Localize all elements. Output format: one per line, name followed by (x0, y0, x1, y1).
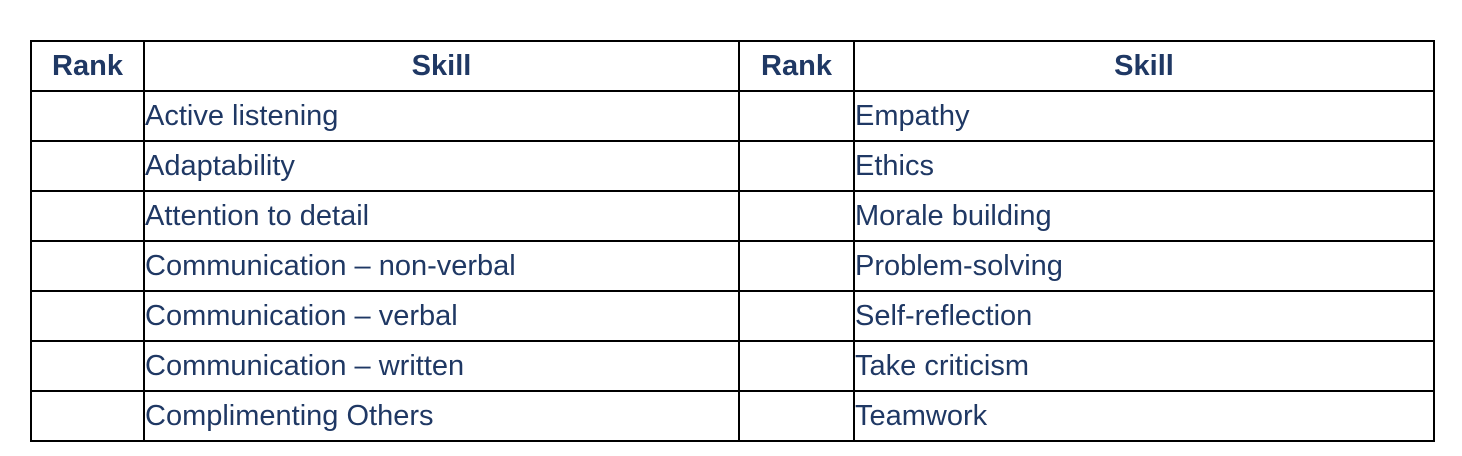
rank-input-cell[interactable] (738, 390, 855, 442)
rank-input-cell[interactable] (738, 190, 855, 242)
table-row: Communication – written Take criticism (30, 340, 1435, 392)
rank-input-cell[interactable] (30, 240, 145, 292)
skill-column-header-left: Skill (143, 40, 740, 92)
skill-column-header-right: Skill (853, 40, 1435, 92)
skill-cell: Problem-solving (853, 240, 1435, 292)
skills-ranking-table: Rank Skill Rank Skill Active listening E… (30, 40, 1435, 442)
rank-input-cell[interactable] (30, 90, 145, 142)
table-row: Active listening Empathy (30, 90, 1435, 142)
header-row: Rank Skill Rank Skill (30, 40, 1435, 92)
skill-cell: Attention to detail (143, 190, 740, 242)
rank-input-cell[interactable] (30, 140, 145, 192)
rank-input-cell[interactable] (30, 290, 145, 342)
skills-table-container: Rank Skill Rank Skill Active listening E… (30, 40, 1435, 442)
rank-input-cell[interactable] (30, 390, 145, 442)
rank-column-header-right: Rank (738, 40, 855, 92)
skill-cell: Empathy (853, 90, 1435, 142)
skill-cell: Teamwork (853, 390, 1435, 442)
rank-input-cell[interactable] (30, 190, 145, 242)
table-row: Complimenting Others Teamwork (30, 390, 1435, 442)
skill-cell: Communication – verbal (143, 290, 740, 342)
skill-cell: Adaptability (143, 140, 740, 192)
rank-input-cell[interactable] (738, 340, 855, 392)
rank-input-cell[interactable] (738, 240, 855, 292)
rank-input-cell[interactable] (738, 140, 855, 192)
skill-cell: Communication – written (143, 340, 740, 392)
skill-cell: Self-reflection (853, 290, 1435, 342)
skill-cell: Communication – non-verbal (143, 240, 740, 292)
table-row: Communication – non-verbal Problem-solvi… (30, 240, 1435, 292)
rank-input-cell[interactable] (30, 340, 145, 392)
table-row: Communication – verbal Self-reflection (30, 290, 1435, 342)
table-row: Adaptability Ethics (30, 140, 1435, 192)
rank-column-header-left: Rank (30, 40, 145, 92)
skill-cell: Morale building (853, 190, 1435, 242)
rank-input-cell[interactable] (738, 290, 855, 342)
skill-cell: Complimenting Others (143, 390, 740, 442)
table-row: Attention to detail Morale building (30, 190, 1435, 242)
rank-input-cell[interactable] (738, 90, 855, 142)
skill-cell: Take criticism (853, 340, 1435, 392)
skill-cell: Ethics (853, 140, 1435, 192)
skill-cell: Active listening (143, 90, 740, 142)
